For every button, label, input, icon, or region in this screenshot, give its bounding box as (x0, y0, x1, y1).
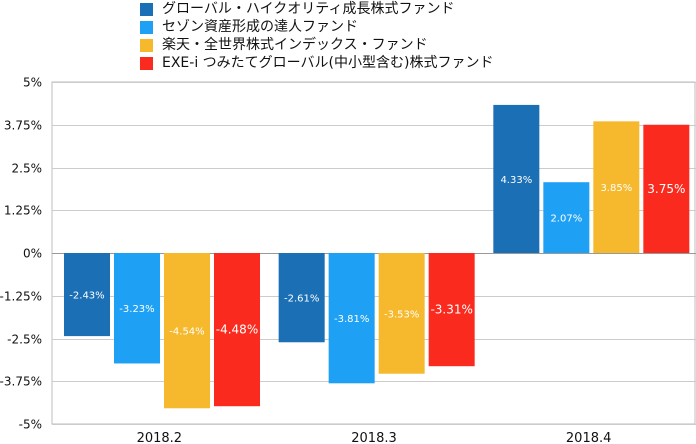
data-label: -3.23% (119, 304, 154, 315)
bar (278, 253, 325, 343)
bar (114, 253, 160, 364)
legend-item: 楽天・全世界株式インデックス・ファンド (140, 36, 696, 54)
y-tick-label: 3.75% (4, 119, 42, 133)
legend-swatch (140, 56, 153, 70)
y-tick-label: -3.75% (0, 375, 42, 389)
data-label: -3.31% (430, 303, 472, 317)
y-tick-label: 5% (23, 76, 42, 90)
x-tick-label: 2018.2 (137, 431, 183, 444)
bar (328, 253, 375, 384)
legend-item: EXE-i つみたてグローバル(中小型含む)株式ファンド (140, 54, 696, 72)
bar (164, 253, 210, 409)
data-label: -2.61% (284, 294, 319, 305)
bar (214, 253, 260, 407)
legend-swatch (140, 20, 153, 34)
y-tick-label: -1.25% (0, 290, 42, 304)
legend-label: 楽天・全世界株式インデックス・ファンド (162, 37, 428, 53)
legend-label: グローバル・ハイクオリティ成長株式ファンド (162, 1, 455, 17)
data-label: 2.07% (550, 214, 582, 225)
y-tick-label: 2.5% (12, 162, 43, 176)
data-label: 3.85% (600, 183, 632, 194)
bar (493, 104, 540, 253)
x-tick-label: 2018.4 (566, 431, 612, 444)
bar (378, 253, 425, 374)
bar (643, 124, 690, 253)
legend-swatch (140, 38, 153, 52)
x-tick-label: 2018.3 (351, 431, 397, 444)
legend-item: グローバル・ハイクオリティ成長株式ファンド (140, 0, 696, 18)
legend-item: セゾン資産形成の達人ファンド (140, 18, 696, 36)
data-label: -3.53% (384, 309, 419, 320)
data-label: -4.48% (216, 323, 258, 337)
y-tick-label: -5% (19, 418, 42, 432)
bar (543, 182, 590, 253)
legend-label: EXE-i つみたてグローバル(中小型含む)株式ファンド (162, 55, 494, 71)
y-tick-label: -2.5% (7, 333, 42, 347)
legend: グローバル・ハイクオリティ成長株式ファンド セゾン資産形成の達人ファンド楽天・全世… (140, 0, 696, 72)
y-tick-label: 1.25% (4, 204, 42, 218)
bar (428, 253, 475, 367)
data-label: 4.33% (500, 175, 532, 186)
data-label: -2.43% (69, 291, 104, 302)
y-tick-label: 0% (23, 247, 42, 261)
data-label: -3.81% (334, 314, 369, 325)
legend-swatch (140, 2, 153, 16)
data-label: 3.75% (647, 182, 685, 196)
bar (64, 253, 110, 337)
legend-label: セゾン資産形成の達人ファンド (162, 19, 358, 35)
bar (593, 121, 640, 253)
data-label: -4.54% (169, 327, 204, 338)
